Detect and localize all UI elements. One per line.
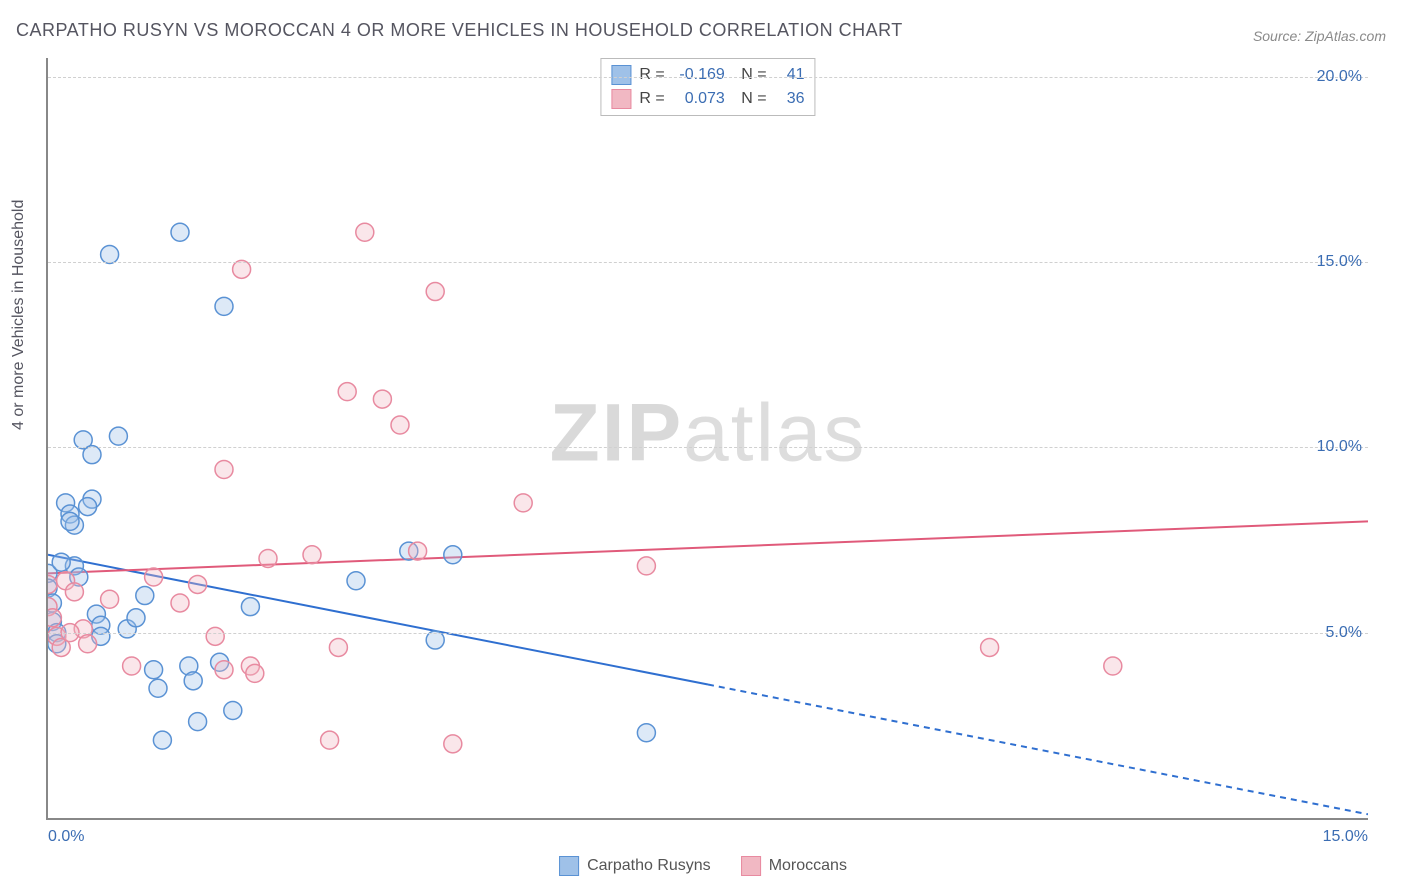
data-point: [637, 557, 655, 575]
n-label: N =: [737, 66, 767, 84]
data-point: [426, 283, 444, 301]
regression-line-extrapolated: [708, 685, 1368, 815]
n-label: N =: [737, 90, 767, 108]
r-value: -0.169: [673, 66, 725, 84]
data-point: [338, 383, 356, 401]
data-point: [123, 657, 141, 675]
grid-line: [48, 77, 1368, 78]
x-tick-label: 15.0%: [1323, 828, 1368, 846]
regression-line: [48, 521, 1368, 573]
grid-line: [48, 262, 1368, 263]
data-point: [101, 245, 119, 263]
data-point: [373, 390, 391, 408]
grid-line: [48, 447, 1368, 448]
data-point: [637, 724, 655, 742]
data-point: [83, 446, 101, 464]
data-point: [444, 735, 462, 753]
data-point: [52, 553, 70, 571]
data-point: [109, 427, 127, 445]
data-point: [145, 661, 163, 679]
data-point: [171, 223, 189, 241]
data-point: [48, 609, 61, 627]
r-value: 0.073: [673, 90, 725, 108]
stats-row: R = 0.073 N = 36: [611, 87, 804, 111]
data-point: [233, 260, 251, 278]
legend-label: Moroccans: [769, 857, 847, 875]
data-point: [149, 679, 167, 697]
data-point: [409, 542, 427, 560]
plot-area: ZIPatlas R = -0.169 N = 41R = 0.073 N = …: [46, 58, 1368, 820]
data-point: [145, 568, 163, 586]
data-point: [321, 731, 339, 749]
data-point: [153, 731, 171, 749]
data-point: [347, 572, 365, 590]
y-tick-label: 20.0%: [1317, 68, 1362, 86]
chart-svg: [48, 58, 1368, 818]
data-point: [189, 713, 207, 731]
data-point: [246, 664, 264, 682]
data-point: [79, 635, 97, 653]
legend-swatch: [559, 856, 579, 876]
stats-row: R = -0.169 N = 41: [611, 63, 804, 87]
y-tick-label: 15.0%: [1317, 253, 1362, 271]
data-point: [426, 631, 444, 649]
source-attribution: Source: ZipAtlas.com: [1253, 28, 1386, 44]
y-tick-label: 5.0%: [1326, 624, 1362, 642]
n-value: 41: [775, 66, 805, 84]
data-point: [184, 672, 202, 690]
grid-line: [48, 633, 1368, 634]
x-tick-label: 0.0%: [48, 828, 84, 846]
data-point: [1104, 657, 1122, 675]
data-point: [514, 494, 532, 512]
data-point: [101, 590, 119, 608]
data-point: [215, 297, 233, 315]
legend-swatch: [611, 65, 631, 85]
data-point: [65, 583, 83, 601]
data-point: [329, 638, 347, 656]
legend-item: Carpatho Rusyns: [559, 856, 711, 876]
data-point: [241, 598, 259, 616]
data-point: [215, 661, 233, 679]
legend-swatch: [611, 89, 631, 109]
data-point: [356, 223, 374, 241]
data-point: [259, 549, 277, 567]
data-point: [215, 461, 233, 479]
data-point: [79, 498, 97, 516]
data-point: [127, 609, 145, 627]
legend-label: Carpatho Rusyns: [587, 857, 711, 875]
data-point: [224, 701, 242, 719]
chart-title: CARPATHO RUSYN VS MOROCCAN 4 OR MORE VEH…: [16, 20, 903, 41]
data-point: [981, 638, 999, 656]
bottom-legend: Carpatho Rusyns Moroccans: [559, 856, 847, 876]
r-label: R =: [639, 90, 664, 108]
data-point: [189, 575, 207, 593]
n-value: 36: [775, 90, 805, 108]
data-point: [391, 416, 409, 434]
data-point: [136, 587, 154, 605]
y-tick-label: 10.0%: [1317, 438, 1362, 456]
data-point: [171, 594, 189, 612]
legend-item: Moroccans: [741, 856, 847, 876]
r-label: R =: [639, 66, 664, 84]
y-axis-label: 4 or more Vehicles in Household: [10, 200, 28, 430]
data-point: [61, 512, 79, 530]
chart-container: CARPATHO RUSYN VS MOROCCAN 4 OR MORE VEH…: [0, 0, 1406, 892]
data-point: [303, 546, 321, 564]
legend-swatch: [741, 856, 761, 876]
stats-legend-box: R = -0.169 N = 41R = 0.073 N = 36: [600, 58, 815, 116]
data-point: [206, 627, 224, 645]
data-point: [444, 546, 462, 564]
